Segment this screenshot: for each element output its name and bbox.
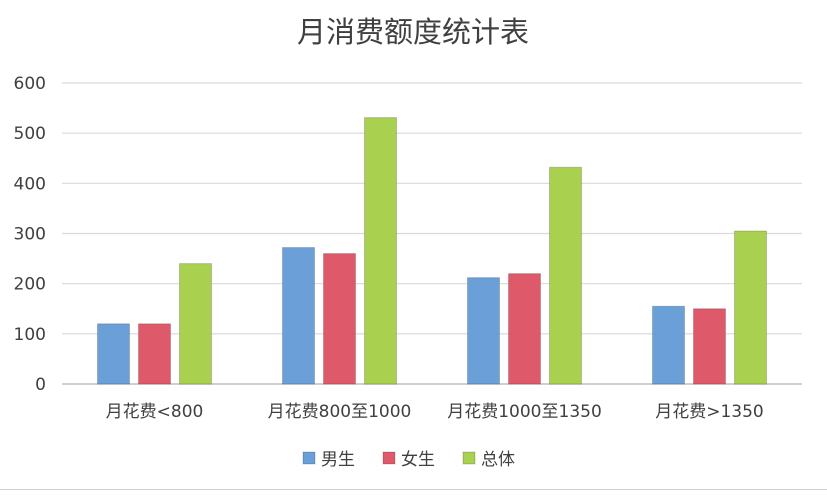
y-tick-label: 100 xyxy=(14,325,46,345)
gridlines xyxy=(62,82,802,385)
bar-总体-3 xyxy=(734,230,767,385)
y-tick-label: 200 xyxy=(14,275,46,295)
category-label: 月花费>1350 xyxy=(655,402,764,422)
legend-label: 女生 xyxy=(401,450,435,470)
y-tick-label: 500 xyxy=(14,124,46,144)
y-tick-label: 0 xyxy=(35,375,46,395)
bar-女生-3 xyxy=(693,308,726,385)
bottom-divider xyxy=(0,489,827,490)
bar-总体-2 xyxy=(549,166,582,385)
y-tick-label: 300 xyxy=(14,225,46,245)
category-label: 月花费800至1000 xyxy=(268,402,412,422)
legend: 男生 女生 总体 xyxy=(302,450,515,470)
legend-label: 男生 xyxy=(321,450,355,470)
legend-label: 总体 xyxy=(481,450,515,470)
category-label: 月花费<800 xyxy=(106,402,204,422)
legend-swatch-女生 xyxy=(382,451,396,465)
legend-swatch-总体 xyxy=(462,451,476,465)
bar-女生-1 xyxy=(323,253,356,385)
y-tick-label: 400 xyxy=(14,174,46,194)
bar-总体-1 xyxy=(364,117,397,385)
chart-title: 月消费额度统计表 xyxy=(297,15,529,49)
bar-总体-0 xyxy=(179,263,212,385)
category-label: 月花费1000至1350 xyxy=(447,402,602,422)
legend-swatch-男生 xyxy=(302,451,316,465)
y-tick-label: 600 xyxy=(14,74,46,94)
bar-男生-3 xyxy=(652,305,685,385)
bar-男生-1 xyxy=(282,247,315,385)
y-axis-ticks: 0 100 200 300 400 500 600 xyxy=(14,74,46,395)
bar-女生-2 xyxy=(508,273,541,385)
x-axis-labels: 月花费<800 月花费800至1000 月花费1000至1350 月花费>1350 xyxy=(106,402,764,422)
bar-女生-0 xyxy=(138,323,171,385)
bars xyxy=(97,117,767,385)
bar-男生-0 xyxy=(97,323,130,385)
bar-男生-2 xyxy=(467,277,500,385)
